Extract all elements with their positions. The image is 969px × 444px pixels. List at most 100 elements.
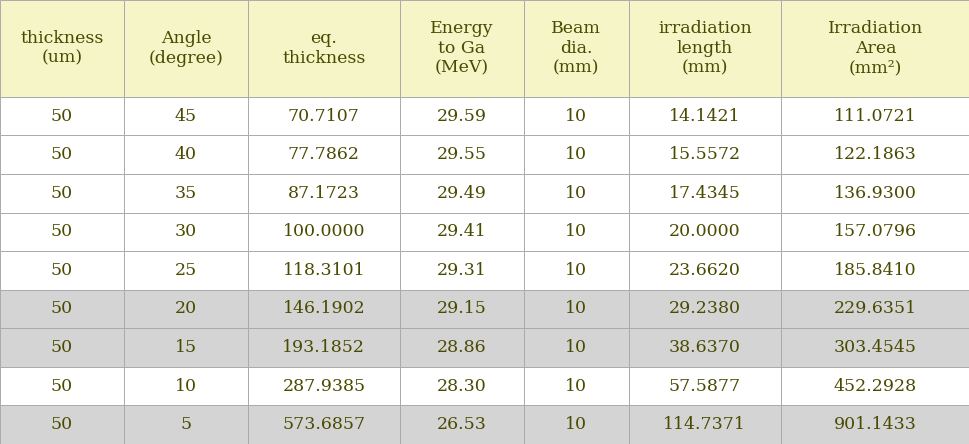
Text: 10: 10 [565, 107, 587, 125]
Text: 10: 10 [565, 378, 587, 395]
Bar [248, 328, 399, 367]
Text: 50: 50 [50, 301, 73, 317]
Text: 100.0000: 100.0000 [282, 223, 364, 240]
Bar [523, 289, 628, 328]
Text: 25: 25 [174, 262, 197, 279]
Bar [523, 0, 628, 97]
Bar [628, 97, 780, 135]
Text: 50: 50 [50, 262, 73, 279]
Bar [780, 289, 969, 328]
Text: 29.49: 29.49 [436, 185, 486, 202]
Text: 10: 10 [565, 262, 587, 279]
Bar [124, 97, 248, 135]
Text: 50: 50 [50, 378, 73, 395]
Text: 50: 50 [50, 185, 73, 202]
Bar [399, 251, 523, 289]
Bar [248, 213, 399, 251]
Text: 30: 30 [174, 223, 197, 240]
Bar [628, 251, 780, 289]
Text: 15: 15 [174, 339, 197, 356]
Text: 20.0000: 20.0000 [669, 223, 740, 240]
Bar [248, 135, 399, 174]
Bar [628, 367, 780, 405]
Bar [124, 174, 248, 213]
Text: 29.41: 29.41 [437, 223, 486, 240]
Bar [399, 328, 523, 367]
Bar [124, 367, 248, 405]
Bar [780, 0, 969, 97]
Text: 157.0796: 157.0796 [833, 223, 916, 240]
Bar [628, 174, 780, 213]
Text: 38.6370: 38.6370 [669, 339, 740, 356]
Text: 10: 10 [565, 301, 587, 317]
Text: Beam
dia.
(mm): Beam dia. (mm) [550, 20, 601, 76]
Bar [248, 0, 399, 97]
Bar [780, 213, 969, 251]
Bar [248, 289, 399, 328]
Bar [248, 405, 399, 444]
Text: 146.1902: 146.1902 [282, 301, 365, 317]
Text: 50: 50 [50, 339, 73, 356]
Bar [399, 135, 523, 174]
Bar [0, 405, 124, 444]
Text: 23.6620: 23.6620 [669, 262, 740, 279]
Bar [0, 97, 124, 135]
Bar [0, 328, 124, 367]
Text: 87.1723: 87.1723 [288, 185, 359, 202]
Bar [523, 251, 628, 289]
Bar [523, 328, 628, 367]
Bar [780, 135, 969, 174]
Text: 29.2380: 29.2380 [669, 301, 740, 317]
Text: 28.30: 28.30 [437, 378, 486, 395]
Text: Angle
(degree): Angle (degree) [148, 30, 223, 67]
Bar [124, 251, 248, 289]
Bar [399, 213, 523, 251]
Text: 29.31: 29.31 [436, 262, 486, 279]
Bar [0, 251, 124, 289]
Text: 50: 50 [50, 107, 73, 125]
Text: 29.59: 29.59 [436, 107, 486, 125]
Bar [523, 213, 628, 251]
Bar [399, 174, 523, 213]
Text: 193.1852: 193.1852 [282, 339, 365, 356]
Bar [780, 405, 969, 444]
Text: 122.1863: 122.1863 [833, 146, 916, 163]
Bar [780, 367, 969, 405]
Bar [523, 367, 628, 405]
Text: thickness
(um): thickness (um) [20, 30, 104, 67]
Text: 20: 20 [174, 301, 197, 317]
Bar [523, 135, 628, 174]
Text: 901.1433: 901.1433 [833, 416, 916, 433]
Text: 118.3101: 118.3101 [282, 262, 365, 279]
Bar [0, 174, 124, 213]
Bar [0, 135, 124, 174]
Text: 77.7862: 77.7862 [288, 146, 359, 163]
Bar [0, 0, 124, 97]
Bar [780, 328, 969, 367]
Text: 114.7371: 114.7371 [663, 416, 745, 433]
Bar [628, 328, 780, 367]
Text: 26.53: 26.53 [436, 416, 486, 433]
Bar [523, 405, 628, 444]
Text: 15.5572: 15.5572 [668, 146, 740, 163]
Bar [628, 289, 780, 328]
Bar [248, 367, 399, 405]
Text: 136.9300: 136.9300 [833, 185, 916, 202]
Bar [124, 0, 248, 97]
Bar [248, 174, 399, 213]
Text: 287.9385: 287.9385 [282, 378, 365, 395]
Bar [399, 97, 523, 135]
Text: 10: 10 [565, 185, 587, 202]
Text: 14.1421: 14.1421 [669, 107, 740, 125]
Bar [124, 405, 248, 444]
Text: 29.15: 29.15 [436, 301, 486, 317]
Bar [0, 213, 124, 251]
Text: irradiation
length
(mm): irradiation length (mm) [657, 20, 751, 76]
Text: 40: 40 [174, 146, 197, 163]
Text: 29.55: 29.55 [436, 146, 486, 163]
Bar [124, 289, 248, 328]
Text: Irradiation
Area
(mm²): Irradiation Area (mm²) [827, 20, 922, 76]
Text: 70.7107: 70.7107 [288, 107, 359, 125]
Bar [523, 97, 628, 135]
Bar [523, 174, 628, 213]
